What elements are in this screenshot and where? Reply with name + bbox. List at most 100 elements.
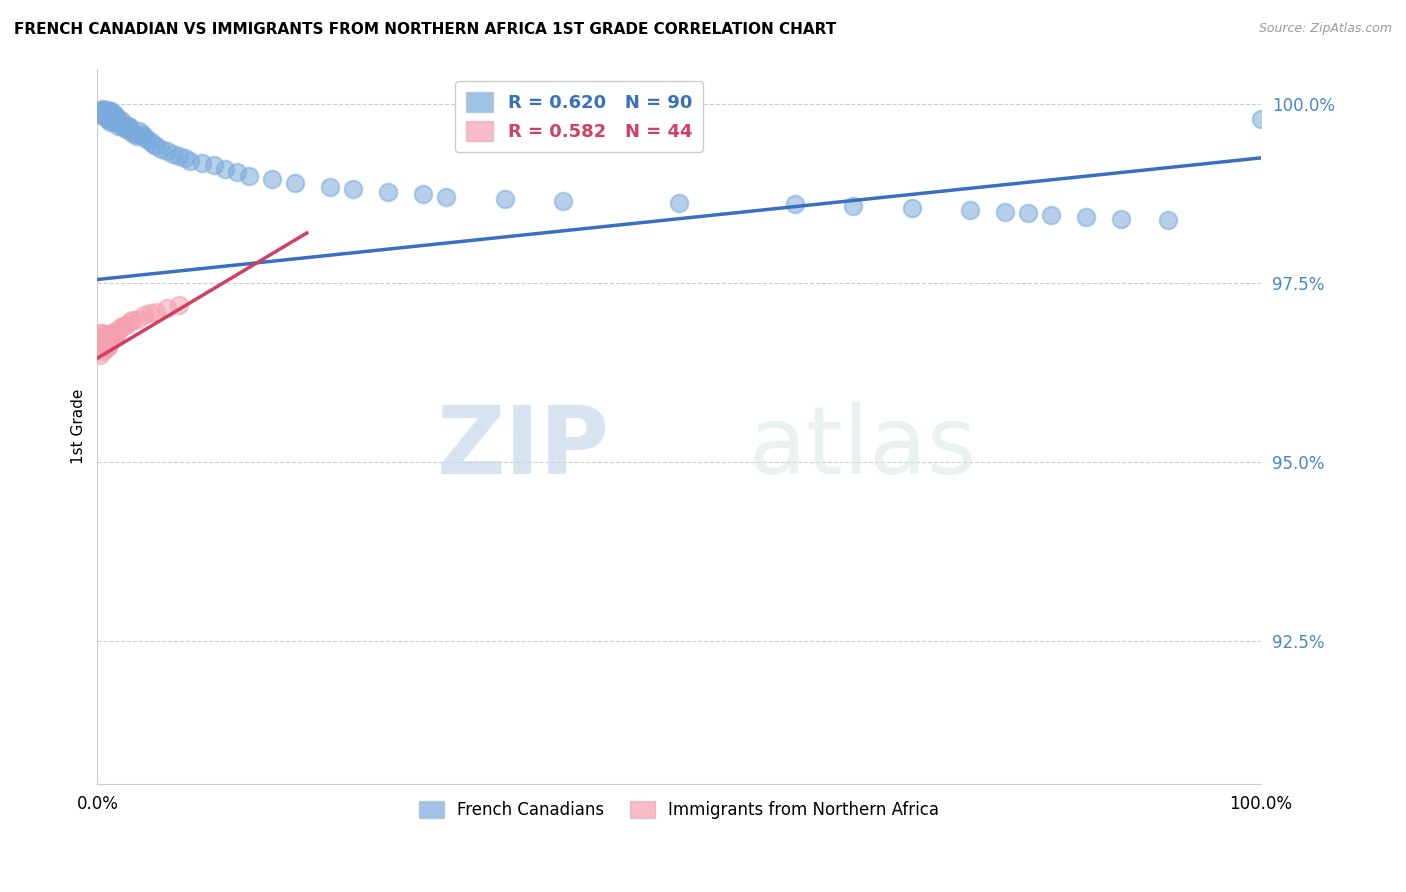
Point — [214, 161, 236, 176]
Point — [110, 117, 132, 131]
Point — [100, 112, 122, 126]
Point — [100, 104, 122, 119]
Point — [131, 128, 153, 142]
Point — [94, 110, 117, 124]
Point — [1017, 206, 1039, 220]
Point — [1076, 211, 1098, 225]
Point — [104, 113, 127, 128]
Point — [93, 341, 115, 355]
Point — [135, 131, 157, 145]
Point — [668, 196, 690, 211]
Point — [97, 108, 120, 122]
Point — [434, 190, 457, 204]
Point — [900, 201, 922, 215]
Point — [96, 108, 118, 122]
Point — [98, 110, 121, 124]
Point — [145, 304, 167, 318]
Point — [90, 334, 112, 348]
Point — [89, 104, 111, 119]
Text: Source: ZipAtlas.com: Source: ZipAtlas.com — [1258, 22, 1392, 36]
Point — [162, 147, 184, 161]
Point — [142, 136, 165, 151]
Point — [101, 113, 124, 128]
Point — [842, 199, 865, 213]
Point — [100, 334, 122, 348]
Point — [94, 342, 117, 356]
Point — [98, 110, 121, 124]
Point — [115, 318, 138, 332]
Point — [412, 186, 434, 201]
Point — [173, 151, 195, 165]
Point — [97, 334, 120, 348]
Point — [107, 325, 129, 339]
Point — [202, 158, 225, 172]
Point — [124, 128, 146, 142]
Point — [98, 337, 121, 351]
Point — [93, 327, 115, 342]
Point — [104, 108, 127, 122]
Point — [111, 120, 134, 135]
Point — [167, 149, 190, 163]
Point — [104, 115, 127, 129]
Point — [98, 115, 121, 129]
Point — [97, 112, 120, 126]
Point — [104, 329, 127, 343]
Point — [118, 122, 141, 136]
Point — [93, 106, 115, 120]
Text: ZIP: ZIP — [436, 401, 609, 493]
Point — [103, 327, 125, 342]
Point — [100, 326, 122, 340]
Point — [117, 119, 139, 133]
Point — [107, 113, 129, 128]
Point — [101, 110, 124, 124]
Point — [284, 176, 307, 190]
Point — [91, 106, 114, 120]
Point — [91, 337, 114, 351]
Point — [93, 108, 115, 122]
Point — [100, 108, 122, 122]
Point — [994, 204, 1017, 219]
Point — [90, 326, 112, 340]
Point — [89, 348, 111, 362]
Point — [226, 165, 249, 179]
Point — [103, 110, 125, 124]
Point — [125, 129, 148, 144]
Point — [1040, 208, 1063, 222]
Point — [91, 329, 114, 343]
Point — [260, 172, 283, 186]
Point — [551, 194, 574, 208]
Point — [90, 341, 112, 355]
Point — [108, 116, 131, 130]
Point — [238, 169, 260, 183]
Point — [91, 326, 114, 340]
Point — [98, 104, 121, 119]
Point — [150, 142, 173, 156]
Point — [96, 339, 118, 353]
Point — [167, 297, 190, 311]
Point — [377, 185, 399, 199]
Point — [91, 103, 114, 117]
Point — [90, 108, 112, 122]
Point — [97, 341, 120, 355]
Point — [111, 318, 134, 333]
Point — [98, 329, 121, 343]
Point — [105, 112, 128, 126]
Point — [101, 332, 124, 346]
Point — [104, 326, 127, 340]
Point — [115, 122, 138, 136]
Point — [91, 103, 114, 117]
Point — [145, 138, 167, 153]
Point — [96, 103, 118, 117]
Point — [128, 124, 150, 138]
Point — [1156, 213, 1178, 227]
Point — [785, 197, 807, 211]
Point — [1250, 112, 1272, 126]
Point — [104, 112, 127, 126]
Point — [91, 334, 114, 348]
Point — [105, 115, 128, 129]
Point — [121, 126, 143, 140]
Point — [97, 104, 120, 119]
Point — [138, 135, 160, 149]
Point — [105, 322, 128, 336]
Point — [118, 315, 141, 329]
